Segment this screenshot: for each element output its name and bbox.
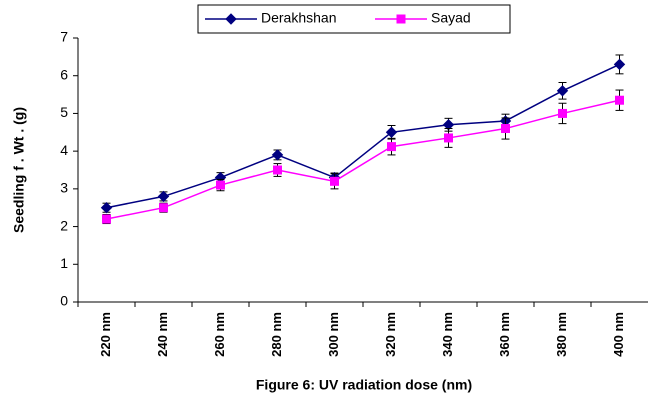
- y-axis-title: Seedling f . Wt . (g): [11, 107, 27, 233]
- x-tick-label: 340 nm: [440, 312, 455, 357]
- point: [385, 126, 398, 138]
- point: [273, 165, 282, 175]
- y-tick-label: 1: [60, 255, 68, 271]
- y-tick-label: 0: [60, 293, 68, 309]
- point: [558, 108, 567, 118]
- series-line: [106, 99, 620, 220]
- x-tick-label: 220 nm: [98, 312, 113, 357]
- x-tick-label: 320 nm: [383, 312, 398, 357]
- x-tick-label: 360 nm: [497, 312, 512, 357]
- point: [501, 124, 510, 134]
- point: [102, 214, 111, 224]
- x-tick-label: 300 nm: [326, 312, 341, 357]
- point: [387, 142, 396, 152]
- point: [216, 180, 225, 190]
- y-tick-label: 6: [60, 66, 68, 82]
- point: [271, 149, 284, 161]
- point: [159, 203, 168, 213]
- x-tick-label: 400 nm: [611, 312, 626, 357]
- point: [330, 176, 339, 186]
- series-line: [106, 63, 620, 209]
- legend-marker: [225, 13, 237, 25]
- x-axis-title: Figure 6: UV radiation dose (nm): [256, 377, 472, 393]
- x-tick-label: 260 nm: [212, 312, 227, 357]
- y-tick-label: 4: [60, 142, 68, 158]
- y-tick-label: 5: [60, 104, 68, 120]
- legend-marker: [396, 14, 406, 24]
- y-tick-label: 7: [60, 29, 68, 45]
- legend-label: Derakhshan: [261, 10, 337, 26]
- x-tick-label: 280 nm: [269, 312, 284, 357]
- point: [613, 58, 626, 71]
- point: [556, 85, 569, 97]
- point: [615, 95, 624, 105]
- legend-label: Sayad: [431, 10, 471, 26]
- x-tick-label: 380 nm: [554, 312, 569, 357]
- y-tick-label: 3: [60, 180, 68, 196]
- point: [100, 202, 113, 214]
- y-tick-label: 2: [60, 217, 68, 233]
- x-tick-label: 240 nm: [155, 312, 170, 357]
- point: [444, 133, 453, 143]
- point: [157, 190, 170, 203]
